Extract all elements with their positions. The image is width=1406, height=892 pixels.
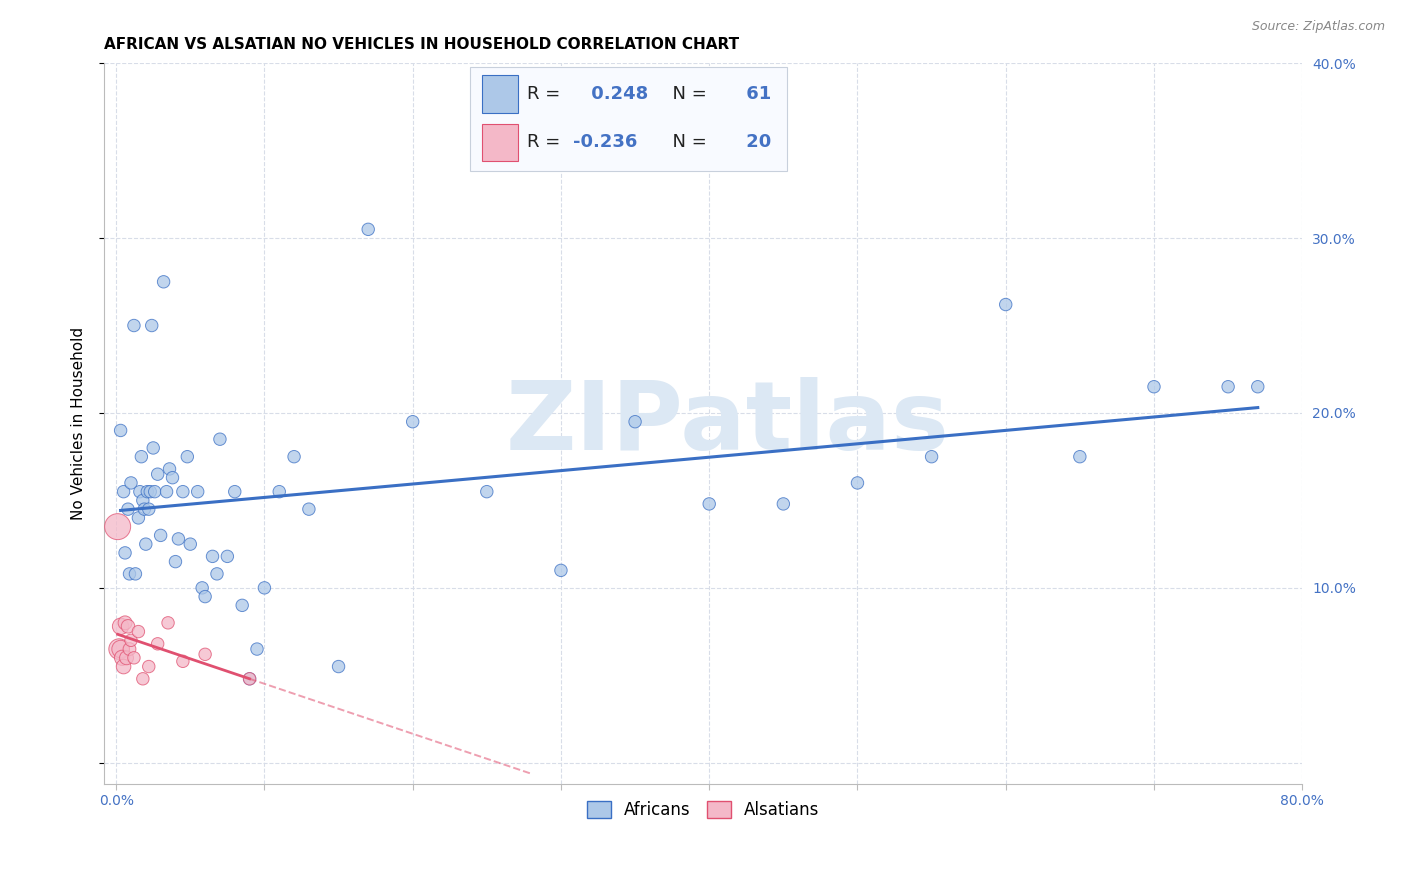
- Point: [357, 222, 380, 236]
- Point: [118, 642, 141, 657]
- Point: [624, 415, 647, 429]
- Point: [111, 650, 134, 665]
- Point: [127, 624, 149, 639]
- Point: [143, 484, 166, 499]
- Point: [772, 497, 794, 511]
- Point: [110, 642, 132, 657]
- Point: [108, 642, 131, 657]
- FancyBboxPatch shape: [482, 76, 517, 113]
- Point: [208, 432, 231, 446]
- Point: [120, 633, 142, 648]
- Point: [217, 549, 239, 564]
- Point: [141, 318, 163, 333]
- Text: R =: R =: [527, 134, 567, 152]
- Point: [155, 484, 177, 499]
- Point: [697, 497, 720, 511]
- Point: [110, 619, 132, 633]
- Text: ZIPatlas: ZIPatlas: [505, 377, 949, 470]
- FancyBboxPatch shape: [482, 124, 517, 161]
- Point: [112, 659, 135, 673]
- Point: [146, 637, 169, 651]
- Point: [172, 484, 194, 499]
- Point: [172, 654, 194, 668]
- Point: [176, 450, 198, 464]
- Point: [128, 484, 150, 499]
- Point: [122, 650, 145, 665]
- Point: [132, 672, 155, 686]
- Point: [149, 528, 172, 542]
- Point: [139, 484, 162, 499]
- Point: [146, 467, 169, 482]
- Point: [239, 672, 262, 686]
- Point: [253, 581, 276, 595]
- Point: [194, 590, 217, 604]
- FancyBboxPatch shape: [470, 67, 787, 171]
- Point: [124, 566, 146, 581]
- Point: [138, 502, 160, 516]
- Point: [114, 546, 136, 560]
- Point: [1247, 380, 1270, 394]
- Point: [269, 484, 291, 499]
- Point: [1216, 380, 1239, 394]
- Point: [1143, 380, 1166, 394]
- Point: [191, 581, 214, 595]
- Text: R =: R =: [527, 85, 567, 103]
- Point: [159, 462, 181, 476]
- Point: [112, 484, 135, 499]
- Y-axis label: No Vehicles in Household: No Vehicles in Household: [72, 326, 86, 520]
- Point: [131, 450, 153, 464]
- Point: [162, 471, 184, 485]
- Text: N =: N =: [661, 85, 713, 103]
- Text: Source: ZipAtlas.com: Source: ZipAtlas.com: [1251, 20, 1385, 33]
- Text: AFRICAN VS ALSATIAN NO VEHICLES IN HOUSEHOLD CORRELATION CHART: AFRICAN VS ALSATIAN NO VEHICLES IN HOUSE…: [104, 37, 740, 53]
- Point: [122, 318, 145, 333]
- Point: [117, 502, 139, 516]
- Point: [846, 475, 869, 490]
- Text: 20: 20: [741, 134, 772, 152]
- Point: [201, 549, 224, 564]
- Point: [239, 672, 262, 686]
- Text: 0.248: 0.248: [585, 85, 648, 103]
- Text: N =: N =: [661, 134, 713, 152]
- Point: [179, 537, 201, 551]
- Point: [138, 659, 160, 673]
- Point: [1069, 450, 1091, 464]
- Point: [328, 659, 350, 673]
- Point: [110, 424, 132, 438]
- Point: [187, 484, 209, 499]
- Point: [475, 484, 498, 499]
- Point: [107, 519, 129, 533]
- Point: [402, 415, 425, 429]
- Point: [246, 642, 269, 657]
- Point: [224, 484, 246, 499]
- Point: [115, 650, 138, 665]
- Legend: Africans, Alsatians: Africans, Alsatians: [581, 795, 825, 826]
- Point: [152, 275, 174, 289]
- Point: [994, 297, 1017, 311]
- Point: [157, 615, 180, 630]
- Point: [114, 615, 136, 630]
- Point: [132, 493, 155, 508]
- Point: [118, 566, 141, 581]
- Point: [136, 484, 159, 499]
- Point: [127, 511, 149, 525]
- Point: [134, 502, 156, 516]
- Point: [142, 441, 165, 455]
- Point: [550, 563, 572, 577]
- Point: [921, 450, 943, 464]
- Text: -0.236: -0.236: [572, 134, 637, 152]
- Point: [165, 555, 187, 569]
- Point: [231, 599, 253, 613]
- Point: [135, 537, 157, 551]
- Text: 61: 61: [741, 85, 772, 103]
- Point: [167, 532, 190, 546]
- Point: [117, 619, 139, 633]
- Point: [283, 450, 305, 464]
- Point: [120, 475, 142, 490]
- Point: [205, 566, 228, 581]
- Point: [194, 648, 217, 662]
- Point: [298, 502, 321, 516]
